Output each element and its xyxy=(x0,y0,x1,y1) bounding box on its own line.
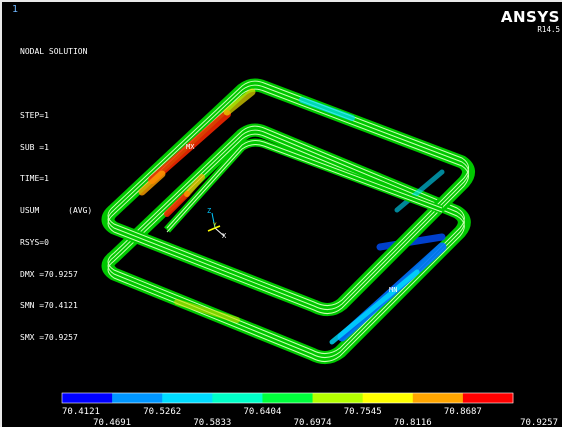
info-step: STEP=1 xyxy=(20,110,49,120)
info-smx: SMX =70.9257 xyxy=(20,333,78,343)
legend-label: 70.8687 xyxy=(444,407,482,417)
legend-label: 70.7545 xyxy=(344,407,382,417)
legend-swatch xyxy=(412,393,464,403)
legend-label: 70.9257 xyxy=(520,418,558,427)
legend-label: 70.6974 xyxy=(294,418,332,427)
legend-swatch xyxy=(162,393,213,403)
inner-ring-edge xyxy=(164,138,444,233)
legend-swatch xyxy=(212,393,263,403)
legend-label: 70.6404 xyxy=(243,407,281,417)
info-sub: SUB =1 xyxy=(20,142,49,152)
legend-label: 70.5833 xyxy=(193,418,231,427)
info-title: NODAL SOLUTION xyxy=(20,47,88,57)
info-smn: SMN =70.4121 xyxy=(20,301,78,311)
triad-y-label: Y xyxy=(213,222,217,229)
triad-x-label: X xyxy=(222,232,227,240)
legend-label: 70.4121 xyxy=(62,407,100,417)
info-rsys: RSYS=0 xyxy=(20,237,49,247)
window-number: 1 xyxy=(12,4,19,15)
info-usum: USUM (AVG) xyxy=(20,206,93,216)
legend-swatch xyxy=(112,393,163,403)
solution-info: NODAL SOLUTION STEP=1 SUB =1 TIME=1 USUM… xyxy=(20,26,92,365)
legend-swatch xyxy=(62,393,113,403)
info-time: TIME=1 xyxy=(20,174,49,184)
triad-z-label: Z xyxy=(207,207,211,215)
legend-label: 70.5262 xyxy=(143,407,181,417)
legend-swatch xyxy=(262,393,314,403)
legend-label: 70.4691 xyxy=(93,418,131,427)
ansys-brand: ANSYS R14.5 xyxy=(500,8,560,35)
info-dmx: DMX =70.9257 xyxy=(20,269,78,279)
ansys-logo: ANSYS xyxy=(500,8,560,26)
legend-swatch xyxy=(462,393,514,403)
legend-swatch xyxy=(362,393,414,403)
legend-swatch xyxy=(312,393,364,403)
legend-label: 70.8116 xyxy=(394,418,432,427)
upper-ring xyxy=(101,78,475,316)
max-marker: MX xyxy=(186,143,195,151)
min-marker: MN xyxy=(389,286,397,294)
ansys-version: R14.5 xyxy=(537,25,560,34)
coordinate-triad-icon: Z Y X xyxy=(207,207,227,240)
legend-frame xyxy=(61,392,514,404)
